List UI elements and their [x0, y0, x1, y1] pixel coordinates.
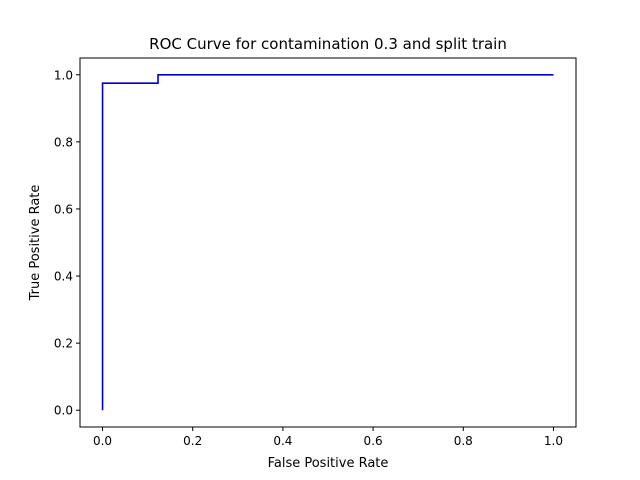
- y-tick-label: 0.6: [54, 202, 73, 216]
- y-axis-label: True Positive Rate: [28, 185, 43, 302]
- y-tick-label: 0.4: [54, 270, 73, 284]
- x-tick-label: 0.4: [273, 434, 292, 448]
- x-tick-label: 0.0: [93, 434, 112, 448]
- y-axis-ticks: 0.0 0.2 0.4 0.6 0.8 1.0: [54, 68, 80, 418]
- plot-area: [80, 58, 576, 427]
- x-tick-label: 0.6: [364, 434, 383, 448]
- chart-title: ROC Curve for contamination 0.3 and spli…: [149, 35, 507, 53]
- x-tick-label: 0.8: [454, 434, 473, 448]
- y-tick-label: 0.8: [54, 135, 73, 149]
- x-axis-label: False Positive Rate: [268, 456, 389, 471]
- roc-curve-line: [101, 73, 554, 411]
- x-tick-label: 1.0: [544, 434, 563, 448]
- plot-frame: [79, 57, 577, 428]
- y-tick-label: 1.0: [54, 68, 73, 82]
- x-axis-ticks: 0.0 0.2 0.4 0.6 0.8 1.0: [93, 427, 563, 448]
- y-tick-label: 0.0: [54, 404, 73, 418]
- x-tick-label: 0.2: [183, 434, 202, 448]
- y-tick-label: 0.2: [54, 337, 73, 351]
- series-layer: [101, 73, 554, 411]
